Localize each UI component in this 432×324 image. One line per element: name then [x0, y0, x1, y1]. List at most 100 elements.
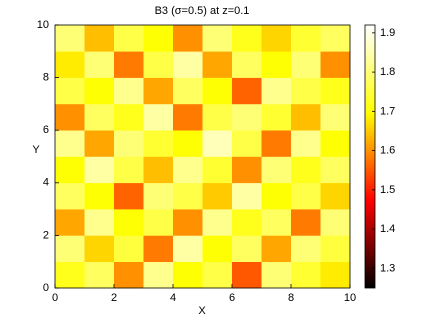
y-tick-label: 4: [43, 177, 49, 189]
chart-title: B3 (σ=0.5) at z=0.1: [155, 5, 250, 17]
heatmap-cell: [143, 25, 174, 52]
heatmap-cell: [84, 209, 115, 236]
heatmap-cell: [291, 103, 321, 131]
heatmap-cell: [84, 156, 115, 184]
heatmap-cell: [143, 261, 174, 289]
heatmap-cell: [320, 103, 351, 131]
heatmap-cell: [291, 25, 321, 52]
heatmap-cell: [173, 25, 203, 52]
heatmap-cell: [291, 130, 321, 157]
x-tick-label: 10: [344, 292, 356, 304]
heatmap-cell: [291, 77, 321, 105]
heatmap-cell: [84, 25, 115, 52]
colorbar-tick-label: 1.4: [380, 223, 395, 235]
colorbar: [365, 25, 375, 288]
heatmap-cell: [320, 130, 351, 157]
heatmap-cell: [261, 25, 292, 52]
heatmap-cell: [320, 156, 351, 184]
heatmap-cell: [114, 25, 144, 52]
heatmap-cell: [232, 130, 262, 157]
y-tick-label: 10: [37, 19, 49, 31]
x-axis-label: X: [198, 305, 206, 317]
heatmap-cell: [173, 261, 203, 289]
heatmap-cell: [291, 182, 321, 210]
heatmap-cell: [261, 130, 292, 157]
heatmap-cell: [232, 209, 262, 236]
heatmap-cell: [55, 261, 85, 289]
heatmap-cell: [261, 209, 292, 236]
heatmap-cell: [291, 209, 321, 236]
heatmap-cell: [55, 103, 85, 131]
heatmap-cell: [114, 77, 144, 105]
heatmap-cell: [84, 103, 115, 131]
heatmap-cell: [261, 51, 292, 78]
colorbar-tick-label: 1.5: [380, 184, 395, 196]
heatmap-cell: [114, 261, 144, 289]
heatmap-cell: [55, 182, 85, 210]
heatmap-cell: [143, 130, 174, 157]
heatmap-cell: [291, 235, 321, 262]
heatmap-cell: [114, 103, 144, 131]
heatmap-cell: [202, 51, 233, 78]
plot-frame: [54, 24, 351, 289]
heatmap-cell: [173, 209, 203, 236]
heatmap-cell: [261, 235, 292, 262]
heatmap-cell: [143, 51, 174, 78]
heatmap-cell: [291, 156, 321, 184]
heatmap-cell: [202, 130, 233, 157]
heatmap-cell: [320, 51, 351, 78]
heatmap-cell: [143, 182, 174, 210]
heatmap-cell: [55, 235, 85, 262]
heatmap-cell: [55, 51, 85, 78]
heatmap-cell: [320, 209, 351, 236]
heatmap-cell: [84, 235, 115, 262]
colorbar-tick-label: 1.3: [380, 262, 395, 274]
heatmap-cell: [232, 182, 262, 210]
heatmap-cell: [261, 261, 292, 289]
x-tick-label: 6: [229, 292, 235, 304]
heatmap-cell: [261, 77, 292, 105]
heatmap-cell: [232, 77, 262, 105]
heatmap-cell: [84, 77, 115, 105]
heatmap-cell: [320, 235, 351, 262]
heatmap: [55, 25, 351, 289]
heatmap-cell: [173, 103, 203, 131]
heatmap-cell: [261, 182, 292, 210]
y-tick-label: 0: [43, 282, 49, 294]
heatmap-cell: [320, 182, 351, 210]
heatmap-cell: [114, 156, 144, 184]
heatmap-cell: [173, 156, 203, 184]
heatmap-cell: [202, 209, 233, 236]
y-tick-label: 8: [43, 72, 49, 84]
heatmap-cell: [173, 235, 203, 262]
heatmap-cell: [84, 261, 115, 289]
heatmap-cell: [320, 25, 351, 52]
heatmap-cell: [55, 130, 85, 157]
heatmap-cell: [202, 156, 233, 184]
heatmap-cell: [232, 103, 262, 131]
heatmap-cell: [173, 182, 203, 210]
heatmap-cell: [55, 209, 85, 236]
heatmap-cell: [173, 51, 203, 78]
colorbar-frame: [364, 24, 376, 289]
x-tick-label: 4: [170, 292, 176, 304]
x-tick-label: 2: [111, 292, 117, 304]
heatmap-cell: [232, 235, 262, 262]
heatmap-cell: [55, 156, 85, 184]
heatmap-cell: [202, 182, 233, 210]
heatmap-cell: [114, 51, 144, 78]
heatmap-cell: [143, 235, 174, 262]
heatmap-cell: [202, 77, 233, 105]
heatmap-cell: [291, 261, 321, 289]
heatmap-cell: [114, 130, 144, 157]
heatmap-cell: [55, 77, 85, 105]
heatmap-cell: [202, 103, 233, 131]
heatmap-cell: [202, 25, 233, 52]
heatmap-cell: [320, 261, 351, 289]
heatmap-cell: [84, 182, 115, 210]
heatmap-cell: [114, 235, 144, 262]
heatmap-cell: [173, 130, 203, 157]
y-tick-label: 6: [43, 124, 49, 136]
heatmap-cell: [173, 77, 203, 105]
